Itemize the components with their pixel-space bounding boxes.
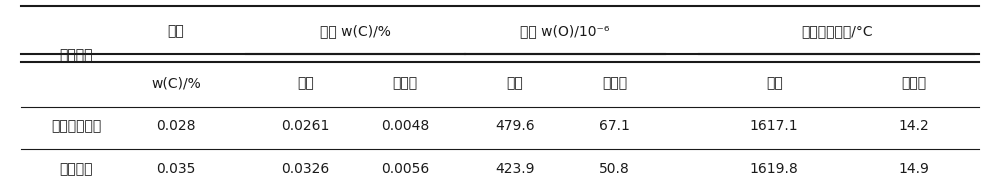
Text: 479.6: 479.6: [495, 119, 535, 133]
Text: 14.9: 14.9: [898, 162, 929, 176]
Text: 控制系统: 控制系统: [59, 49, 93, 63]
Text: 1617.1: 1617.1: [750, 119, 799, 133]
Text: 炉气分析: 炉气分析: [59, 162, 93, 176]
Text: 14.2: 14.2: [898, 119, 929, 133]
Text: 1619.8: 1619.8: [750, 162, 799, 176]
Text: 0.035: 0.035: [156, 162, 196, 176]
Text: w(C)/%: w(C)/%: [151, 77, 201, 91]
Text: 50.8: 50.8: [599, 162, 630, 176]
Text: 平均: 平均: [507, 77, 523, 91]
Text: 副枪动态控制: 副枪动态控制: [51, 119, 101, 133]
Text: 终点 w(C)/%: 终点 w(C)/%: [320, 24, 391, 38]
Text: 标准差: 标准差: [393, 77, 418, 91]
Text: 423.9: 423.9: [495, 162, 535, 176]
Text: 0.0326: 0.0326: [281, 162, 330, 176]
Text: 终点 w(O)/10⁻⁶: 终点 w(O)/10⁻⁶: [520, 24, 610, 38]
Text: 67.1: 67.1: [599, 119, 630, 133]
Text: 平均: 平均: [766, 77, 783, 91]
Text: 目标: 目标: [168, 24, 184, 38]
Text: 炉后钢水温度/°C: 炉后钢水温度/°C: [801, 24, 873, 38]
Text: 标准差: 标准差: [602, 77, 627, 91]
Text: 0.0056: 0.0056: [381, 162, 429, 176]
Text: 0.0048: 0.0048: [381, 119, 429, 133]
Text: 标准差: 标准差: [901, 77, 926, 91]
Text: 平均: 平均: [297, 77, 314, 91]
Text: 0.028: 0.028: [156, 119, 196, 133]
Text: 0.0261: 0.0261: [281, 119, 330, 133]
